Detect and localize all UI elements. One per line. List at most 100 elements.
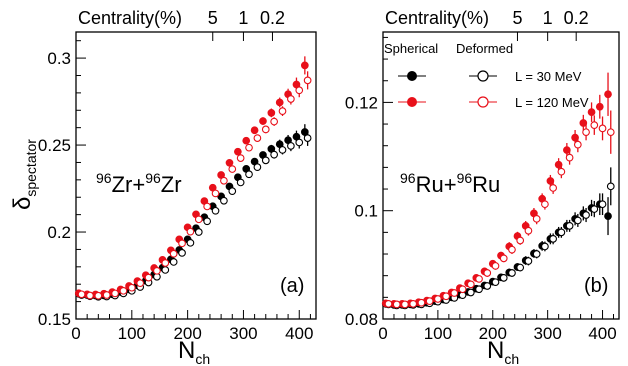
data-point-b-s3 xyxy=(401,300,409,309)
top-axis-label-a: Centrality(%) xyxy=(78,8,182,28)
data-point-b-s2 xyxy=(604,90,612,99)
system-element-a1: Zr xyxy=(112,172,133,197)
data-point-a-s3 xyxy=(178,239,186,248)
data-point-a-s2 xyxy=(242,136,251,145)
top-tick-label-a: 1 xyxy=(238,8,248,28)
data-point-b-s3 xyxy=(565,153,574,162)
data-point-a-s3 xyxy=(127,283,136,292)
legend: Spherical Deformed L = 30 MeV L = 120 Me… xyxy=(384,41,589,110)
data-point-a-s2 xyxy=(250,126,259,135)
data-point-b-s1 xyxy=(590,205,599,213)
x-tick-label-b: 0 xyxy=(378,324,387,343)
x-tick-label-b: 200 xyxy=(479,324,507,343)
panel-b: Centrality(%) 5 1 0.2 0.080.10.12 0 100 200 3… xyxy=(345,8,620,366)
y-tick-label-b: 0.08 xyxy=(345,310,378,329)
data-point-a-s1 xyxy=(220,196,228,205)
data-point-a-s3 xyxy=(86,291,94,300)
panel-a: Centrality(%) 5 1 0.2 0.150.20.250.3 0 100 2… xyxy=(9,8,317,366)
y-tick-label-b: 0.12 xyxy=(345,93,378,112)
system-label-a: 96Zr+96Zr xyxy=(96,170,182,197)
data-point-b-s1 xyxy=(524,257,533,265)
data-point-a-s3 xyxy=(94,291,103,300)
data-point-a-s1 xyxy=(211,206,220,215)
y-tick-label-a: 0.25 xyxy=(38,136,71,155)
data-point-a-s1 xyxy=(236,178,245,187)
data-point-a-s3 xyxy=(119,286,128,295)
data-point-b-s1 xyxy=(508,269,516,277)
plot-frame-b xyxy=(382,31,620,320)
data-point-a-s1 xyxy=(169,258,178,266)
data-point-a-s3 xyxy=(261,125,270,134)
legend-row-l30: L = 30 MeV xyxy=(398,69,582,84)
data-point-a-s1 xyxy=(203,217,212,226)
data-point-b-s3 xyxy=(549,184,557,192)
system-plus-b: + xyxy=(444,172,457,197)
data-point-b-s3 xyxy=(425,297,434,305)
data-point-a-s1 xyxy=(295,138,304,147)
data-marks-b xyxy=(381,72,615,310)
data-point-a-s1 xyxy=(270,150,278,159)
data-point-b-s3 xyxy=(573,140,582,149)
data-point-a-s2 xyxy=(275,98,284,107)
data-point-b-s3 xyxy=(582,128,590,137)
data-point-a-s1 xyxy=(278,146,287,154)
data-point-a-s3 xyxy=(270,117,278,126)
y-axis-a: 0.15 0.2 0.25 0.3 xyxy=(38,40,86,329)
data-point-a-s3 xyxy=(77,290,86,299)
data-point-b-s1 xyxy=(573,216,582,225)
legend-header-spherical: Spherical xyxy=(384,41,438,56)
top-tick-label-b: 0.2 xyxy=(564,8,589,28)
legend-row-l120: L = 120 MeV xyxy=(398,95,589,110)
data-point-b-s1 xyxy=(582,211,590,219)
legend-header-deformed: Deformed xyxy=(456,41,513,56)
panel-letter-a: (a) xyxy=(280,275,304,297)
y-tick-label-a: 0.15 xyxy=(38,310,71,329)
legend-label-l120: L = 120 MeV xyxy=(515,95,589,110)
data-point-a-s2 xyxy=(267,109,276,117)
data-point-b-s0 xyxy=(604,212,612,220)
system-mass-b2: 96 xyxy=(457,170,473,186)
x-axis-label-b: Nch xyxy=(487,337,519,366)
data-point-b-s3 xyxy=(491,262,500,270)
data-point-b-s2 xyxy=(587,108,596,116)
x-tick-label-a: 0 xyxy=(71,324,80,343)
data-point-a-s1 xyxy=(253,163,262,172)
x-label-main-a: N xyxy=(178,337,195,364)
data-point-a-s2 xyxy=(225,158,234,167)
data-point-b-s3 xyxy=(475,275,483,283)
data-point-b-s1 xyxy=(532,250,541,258)
data-point-b-s1 xyxy=(541,242,549,251)
data-point-b-s3 xyxy=(442,292,450,301)
data-point-b-s2 xyxy=(546,177,555,185)
system-element-b1: Ru xyxy=(416,172,444,197)
data-point-b-s3 xyxy=(483,269,492,277)
data-point-b-s3 xyxy=(384,299,393,308)
plot-frame-a xyxy=(75,31,317,320)
data-marks-a xyxy=(74,56,312,301)
top-axis-label-b: Centrality(%) xyxy=(385,8,489,28)
system-plus-a: + xyxy=(132,172,145,197)
data-point-a-s3 xyxy=(211,189,220,198)
x-label-sub-a: ch xyxy=(195,351,210,366)
legend-marker-l30-deformed xyxy=(477,70,489,82)
data-point-b-s1 xyxy=(549,235,557,243)
legend-marker-l120-spherical xyxy=(407,97,417,107)
data-point-b-s2 xyxy=(563,146,571,154)
legend-marker-l30-spherical xyxy=(407,71,417,81)
data-point-a-s3 xyxy=(287,95,295,103)
x-tick-label-a: 400 xyxy=(285,324,313,343)
y-tick-label-b: 0.1 xyxy=(354,202,378,221)
y-tick-label-a: 0.2 xyxy=(47,223,71,242)
data-point-a-s2 xyxy=(259,117,267,125)
system-element-a2: Zr xyxy=(161,172,182,197)
data-point-a-s1 xyxy=(194,228,203,236)
system-element-b2: Ru xyxy=(472,172,500,197)
y-tick-label-a: 0.3 xyxy=(47,49,71,68)
data-point-b-s3 xyxy=(532,214,541,223)
data-point-b-s3 xyxy=(508,245,516,254)
data-point-a-s3 xyxy=(278,107,287,115)
top-tick-label-a: 0.2 xyxy=(260,8,285,28)
data-point-b-s3 xyxy=(499,254,508,263)
data-point-b-s1 xyxy=(491,278,500,287)
